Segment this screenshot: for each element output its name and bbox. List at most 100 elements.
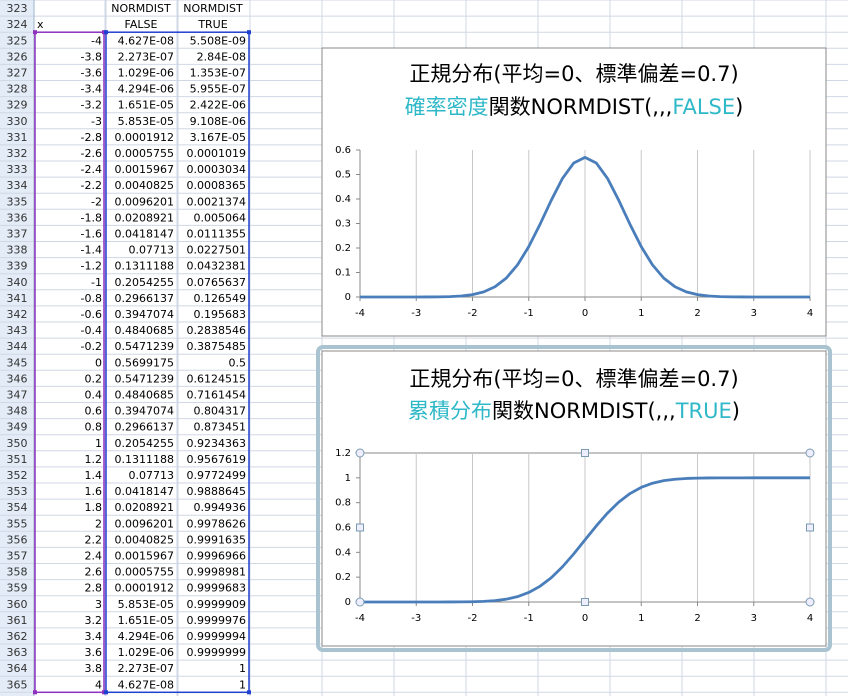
cell-text: -3	[91, 115, 102, 128]
cell-text: 1.8	[85, 501, 103, 514]
chart-subtitle: 累積分布関数NORMDIST(,,,TRUE)	[408, 399, 740, 423]
cell-text: 1	[239, 678, 246, 691]
y-tick-label: 0	[345, 292, 351, 303]
cell-text: -2.6	[81, 147, 102, 160]
cell-text: 0.5	[229, 356, 247, 369]
x-tick-label: 2	[694, 613, 700, 624]
cell-text: 4.294E-06	[118, 630, 174, 643]
cell-text: 0.195683	[194, 308, 247, 321]
cell-text: -0.6	[81, 308, 102, 321]
chart-selection-frame	[316, 345, 832, 652]
x-tick-label: -3	[411, 613, 421, 624]
cell-text: 9.108E-06	[190, 115, 246, 128]
cell-text: 0.0040825	[115, 179, 175, 192]
row-number: 341	[7, 292, 28, 305]
row-number: 357	[7, 549, 28, 562]
x-tick-label: 1	[638, 308, 644, 319]
cell-text: 0.0096201	[115, 517, 175, 530]
cell-text: 0.9999999	[187, 646, 247, 659]
cell-text: 0.804317	[194, 405, 247, 418]
chart-area	[321, 350, 827, 647]
y-tick-label: 1.2	[335, 448, 351, 459]
cell-text: 0.0008365	[187, 179, 247, 192]
cell-text: 0.0001912	[115, 131, 175, 144]
selection-handle	[33, 690, 37, 695]
cell-text: 2.4	[85, 549, 103, 562]
row-number: 345	[7, 356, 28, 369]
row-number: 331	[7, 131, 28, 144]
x-tick-label: 1	[638, 613, 644, 624]
row-number: 363	[7, 646, 28, 659]
cell-text: -0.4	[81, 324, 102, 337]
cell-text: 0.994936	[194, 501, 247, 514]
cell-text: 1	[239, 662, 246, 675]
cell-text: 0.9999909	[187, 598, 247, 611]
cell-text: 0.9999976	[187, 614, 247, 627]
cell-text: 0.0432381	[187, 260, 247, 273]
cell-text: 2.2	[85, 533, 103, 546]
cell-text: 0.0765637	[187, 276, 247, 289]
cell-text: 0.0040825	[115, 533, 175, 546]
cell-text: 0.07713	[129, 469, 175, 482]
cell-text: 0.9991635	[187, 533, 247, 546]
x-tick-label: -3	[411, 308, 421, 319]
cell-text: 0.0111355	[187, 227, 247, 240]
cell-text: -0.8	[81, 292, 102, 305]
cell-text: -0.2	[81, 340, 102, 353]
cell-text: -2	[91, 195, 102, 208]
cell-text: 4	[95, 678, 102, 691]
subtitle-part: 累積分布	[408, 399, 492, 423]
cell-text: 1.029E-06	[118, 66, 174, 79]
row-number: 339	[7, 260, 28, 273]
row-number: 360	[7, 598, 28, 611]
x-tick-label: -4	[355, 308, 365, 319]
cell-text: -2.4	[81, 163, 102, 176]
x-tick-label: -2	[468, 613, 478, 624]
cell-text: 0.9978626	[187, 517, 247, 530]
cell-text: 3.8	[85, 662, 103, 675]
cell-text: 1.4	[85, 469, 103, 482]
resize-handle	[581, 449, 589, 457]
resize-handle	[581, 598, 589, 606]
y-tick-label: 1	[345, 473, 351, 484]
cell-text: 0.9234363	[187, 437, 247, 450]
cell-text: 0.126549	[194, 292, 247, 305]
cell-text: -3.8	[81, 50, 102, 63]
row-number: 347	[7, 388, 28, 401]
cell-text: 0.0208921	[115, 501, 175, 514]
y-tick-label: 0.5	[335, 170, 351, 181]
row-number: 342	[7, 308, 28, 321]
cell-text: -1.2	[81, 260, 102, 273]
chart-area	[321, 47, 827, 337]
resize-handle	[355, 448, 365, 458]
cell-text: 0.6124515	[187, 372, 247, 385]
x-tick-label: -1	[524, 308, 534, 319]
cell-text: 1.353E-07	[190, 66, 246, 79]
cell-text: 1.2	[85, 453, 103, 466]
cell-text: 2.273E-07	[118, 50, 174, 63]
cell-text: 3	[95, 598, 102, 611]
chart: 正規分布(平均=0、標準偏差=0.7) 累積分布関数NORMDIST(,,,TRU…	[316, 345, 832, 652]
x-tick-label: 3	[751, 613, 757, 624]
row-number: 333	[7, 163, 28, 176]
cell-text: 0.2	[85, 372, 103, 385]
cell-text: 0.3875485	[187, 340, 247, 353]
cell-text: 2.422E-06	[190, 99, 246, 112]
cell-text: -3.6	[81, 66, 102, 79]
cell-text: 0.9999994	[187, 630, 247, 643]
resize-handle	[805, 448, 815, 458]
cell-text: 0.0418147	[115, 485, 175, 498]
x-tick-label: -4	[355, 613, 365, 624]
row-number: 352	[7, 469, 28, 482]
cell-text: 3.2	[85, 614, 103, 627]
selection-handle	[104, 30, 108, 35]
subtitle-part: 確率密度	[405, 95, 489, 119]
row-number: 365	[7, 678, 28, 691]
x-tick-label: -2	[468, 308, 478, 319]
subtitle-part: )	[735, 95, 743, 119]
subtitle-part: )	[732, 399, 740, 423]
cell-text: 0.9888645	[187, 485, 247, 498]
cell-text: 0.6	[85, 405, 103, 418]
cell-text: 1.651E-05	[118, 614, 174, 627]
subtitle-part: 関数NORMDIST(,,,	[492, 399, 676, 423]
